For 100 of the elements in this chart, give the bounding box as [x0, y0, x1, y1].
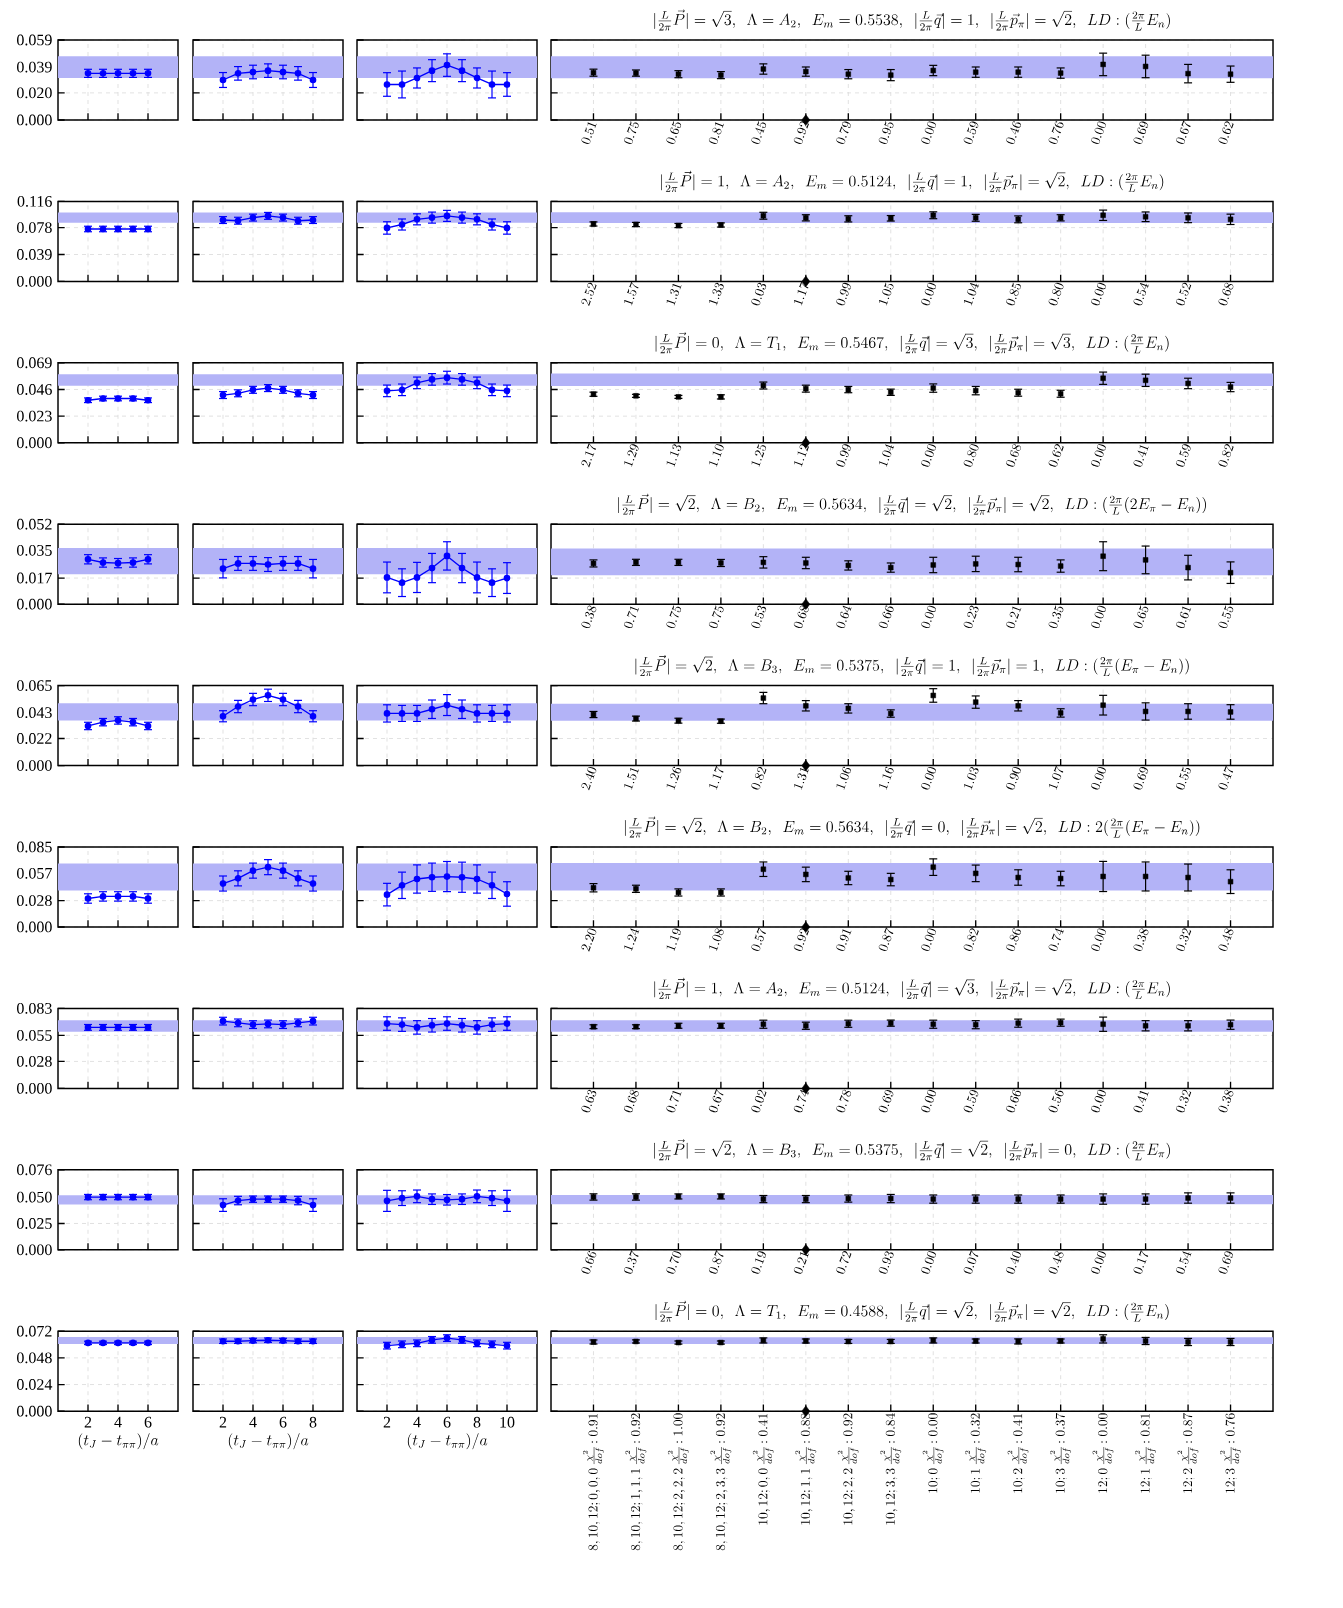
x-tick-label: $0.00$ — [921, 605, 937, 629]
x-tick-label: $0.38$ — [1218, 1089, 1234, 1113]
point — [234, 703, 242, 710]
point — [219, 76, 227, 84]
x-tick-label: $0.55$ — [1218, 605, 1234, 629]
x-tick-label: $0.00$ — [1091, 767, 1106, 790]
point — [1057, 875, 1064, 882]
x-tick-label: $0.69$ — [1133, 767, 1149, 790]
x-tick-label: $0.68$ — [623, 1089, 639, 1113]
x-tick-label: $0.55$ — [1176, 766, 1191, 790]
x-axis-title: $(t_J-t_{\pi\pi})/a$ — [78, 1433, 159, 1450]
y-tick-label: 0.000 — [17, 1405, 52, 1417]
y-tick-label: 0.017 — [17, 572, 52, 584]
x-tick-label: $0.00$ — [1091, 444, 1106, 467]
x-tick-label: 6 — [443, 1416, 451, 1428]
y-tick-label: 0.000 — [17, 275, 52, 287]
x-tick-label: $0.69$ — [1133, 121, 1149, 144]
x-tick-label: $1.04$ — [879, 444, 895, 467]
x-tick-label: $0.64$ — [836, 605, 852, 629]
x-tick-label: $0.54$ — [1133, 282, 1149, 306]
y-tick-label: 0.076 — [17, 1164, 52, 1176]
x-tick-label: $1.31$ — [666, 283, 682, 306]
x-tick-label: $10;3\,\frac{\chi^2}{dof}\!:0.37$ — [1050, 1413, 1072, 1493]
x-tick-label: $1.24$ — [624, 928, 640, 952]
point — [1100, 873, 1106, 880]
x-tick-label: $10,12;1,1\,\frac{\chi^2}{dof}\!:0.88$ — [795, 1413, 817, 1525]
x-tick-label: $0.00$ — [1091, 282, 1106, 306]
chart-title: $|\frac{L}{2\pi}\vec{P}|=1,\ \ \Lambda=A_2,\ \ E_m=0.5124,\ \ |\frac{L}{2\pi}\vec{q}|=1,\ \ |\frac{L}{2\pi}\vec{p}_\pi|=\sqrt{2},\ \ LD:(\frac{2\pi}{L}E_n)$ — [661, 170, 1164, 192]
point — [234, 875, 242, 882]
y-tick-label: 0.024 — [17, 1379, 53, 1390]
point — [760, 866, 767, 872]
y-tick-label: 0.028 — [17, 895, 52, 907]
point — [845, 875, 851, 881]
point — [973, 561, 979, 567]
y-tick-label: 0.000 — [17, 437, 52, 449]
point — [488, 881, 496, 889]
y-tick-label: 0.000 — [17, 760, 52, 772]
x-tick-label: $0.03$ — [751, 282, 767, 306]
point — [888, 72, 894, 78]
x-tick-label: $1.07$ — [1048, 765, 1064, 790]
x-tick-label: $0.86$ — [1006, 928, 1021, 951]
y-tick-label: 0.000 — [17, 921, 52, 933]
point — [488, 579, 496, 587]
x-tick-label: $0.82$ — [1218, 444, 1234, 467]
point — [279, 867, 287, 874]
chart-title: $|\frac{L}{2\pi}\vec{P}|=0,\ \ \Lambda=T_1,\ \ E_m=0.4588,\ \ |\frac{L}{2\pi}\vec{q}|=\sqrt{2},\ \ |\frac{L}{2\pi}\vec{p}_\pi|=\sqrt{2},\ \ LD:(\frac{2\pi}{L}E_n)$ — [655, 1300, 1169, 1322]
y-tick-label: 0.078 — [17, 222, 52, 234]
point — [309, 76, 317, 84]
y-tick-label: 0.000 — [17, 1244, 52, 1256]
point — [1100, 375, 1106, 381]
y-tick-label: 0.052 — [17, 518, 52, 530]
point — [1185, 564, 1191, 571]
point — [249, 696, 257, 703]
x-tick-label: $1.19$ — [666, 928, 681, 952]
x-tick-label: $10;1\,\frac{\chi^2}{dof}\!:0.32$ — [965, 1413, 987, 1493]
x-tick-label: $1.13$ — [666, 444, 682, 467]
x-tick-label: 4 — [413, 1416, 421, 1428]
x-tick-label: $8,10,12;2,2,2\,\frac{\chi^2}{dof}\!:1.00$ — [667, 1413, 689, 1551]
point — [1100, 553, 1106, 559]
x-tick-label: $0.69$ — [878, 1089, 894, 1113]
x-tick-label: $0.81$ — [708, 122, 724, 144]
x-tick-label: $1.31$ — [794, 768, 809, 790]
x-tick-label: $0.23$ — [963, 605, 979, 629]
chart-title: $|\frac{L}{2\pi}\vec{P}|=\sqrt{2},\ \ \Lambda=B_3,\ \ E_m=0.5375,\ \ |\frac{L}{2\pi}\vec{q}|=1,\ \ |\frac{L}{2\pi}\vec{p}_\pi|=1,\ \ LD:(\frac{2\pi}{L}(E_\pi-E_n))$ — [635, 655, 1189, 677]
y-tick-label: 0.065 — [17, 680, 52, 692]
x-tick-label: $0.70$ — [666, 1251, 682, 1274]
x-tick-label: $0.71$ — [666, 1090, 682, 1113]
x-tick-label: $8,10,12;2,3,3\,\frac{\chi^2}{dof}\!:0.92$ — [710, 1413, 732, 1551]
x-tick-label: $1.05$ — [879, 282, 894, 306]
point — [458, 67, 466, 74]
x-tick-label: $0.00$ — [921, 282, 937, 306]
y-tick-label: 0.048 — [17, 1352, 52, 1364]
x-tick-label: $1.51$ — [624, 768, 640, 790]
x-tick-label: $0.69$ — [1218, 1251, 1234, 1274]
point — [383, 891, 391, 898]
chart-title: $|\frac{L}{2\pi}\vec{P}|=\sqrt{2},\ \ \Lambda=B_3,\ \ E_m=0.5375,\ \ |\frac{L}{2\pi}\vec{q}|=\sqrt{2},\ \ |\frac{L}{2\pi}\vec{p}_\pi|=0,\ \ LD:(\frac{2\pi}{L}E_\pi)$ — [654, 1139, 1170, 1161]
point — [294, 875, 302, 882]
point — [1142, 63, 1149, 70]
x-tick-label: $0.45$ — [751, 121, 767, 144]
x-tick-label: $0.56$ — [1048, 1089, 1064, 1113]
point — [413, 875, 421, 883]
x-tick-label: $0.00$ — [921, 928, 937, 951]
y-tick-label: 0.043 — [17, 707, 52, 719]
point — [1185, 874, 1191, 881]
x-tick-label: 2 — [219, 1416, 227, 1428]
x-tick-label: $0.59$ — [963, 121, 979, 144]
x-tick-label: $0.19$ — [751, 1251, 766, 1274]
point — [279, 68, 287, 76]
point — [1227, 570, 1234, 576]
x-tick-label: $2.52$ — [581, 282, 597, 307]
point — [234, 70, 242, 77]
x-tick-label: $0.00$ — [1091, 928, 1106, 951]
x-tick-label: $0.74$ — [793, 1089, 810, 1113]
point — [930, 864, 936, 870]
point — [1185, 70, 1191, 77]
point — [888, 876, 894, 883]
point — [443, 374, 451, 381]
chart-title: $|\frac{L}{2\pi}\vec{P}|=0,\ \ \Lambda=T_1,\ \ E_m=0.5467,\ \ |\frac{L}{2\pi}\vec{q}|=\sqrt{3},\ \ |\frac{L}{2\pi}\vec{p}_\pi|=\sqrt{3},\ \ LD:(\frac{2\pi}{L}E_n)$ — [655, 332, 1169, 354]
x-tick-label: $0.62$ — [1048, 444, 1064, 467]
x-tick-label: $0.00$ — [1091, 1251, 1106, 1274]
